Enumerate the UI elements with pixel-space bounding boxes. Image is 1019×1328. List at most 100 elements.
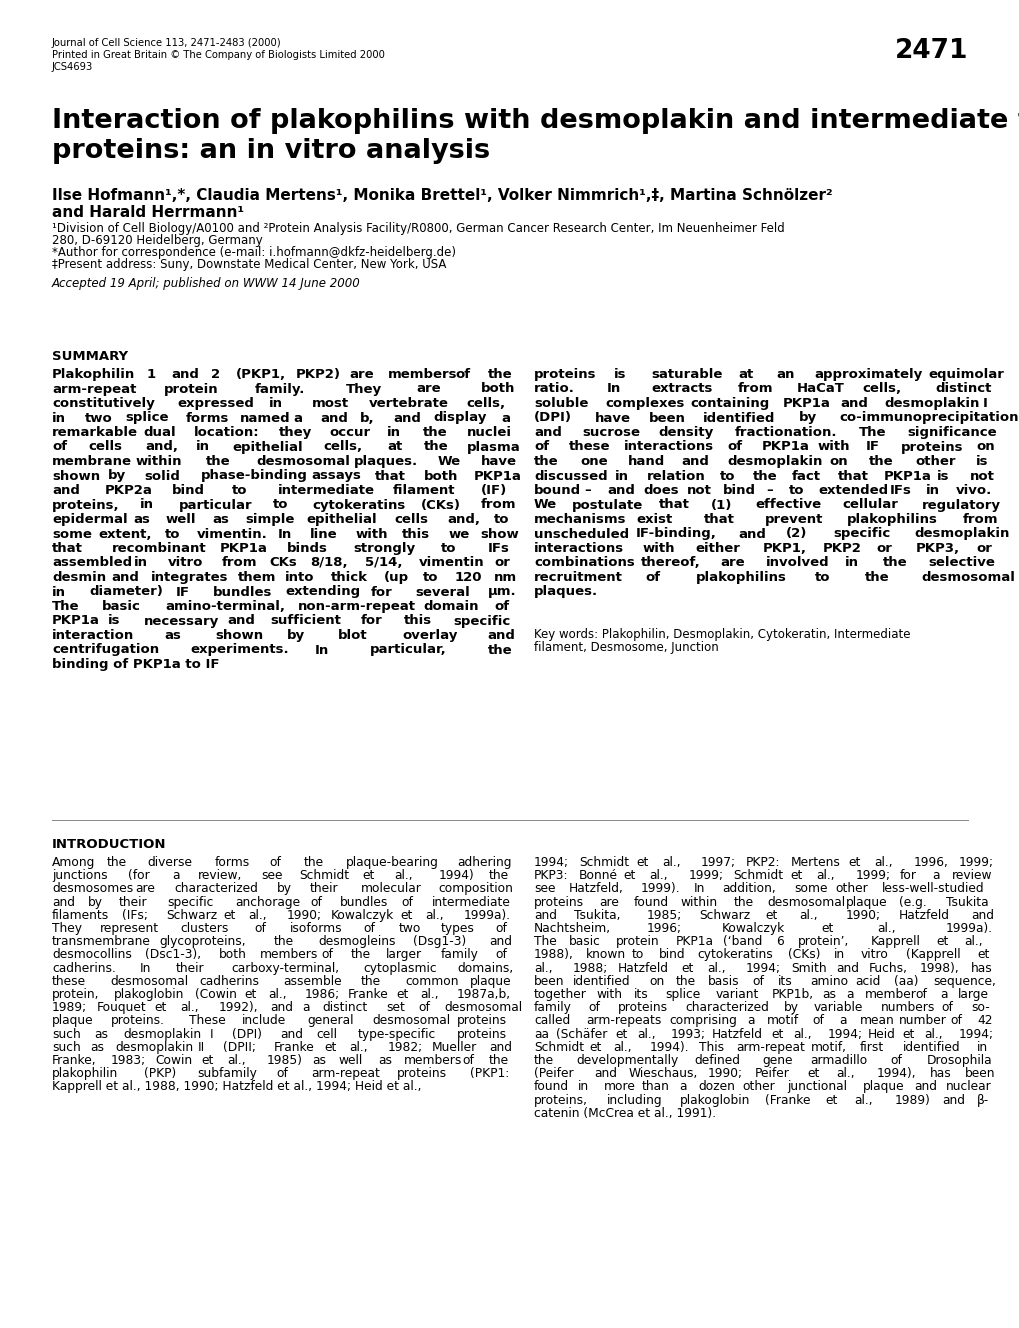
Text: a: a [500,412,510,425]
Text: IFs: IFs [889,483,911,497]
Text: to: to [789,483,804,497]
Text: 1994;: 1994; [745,961,781,975]
Text: combinations: combinations [534,556,634,570]
Text: (CKs): (CKs) [420,498,461,511]
Text: In: In [693,882,705,895]
Text: of: of [401,895,414,908]
Text: 1996,: 1996, [912,857,948,869]
Text: 1987a,b,: 1987a,b, [457,988,511,1001]
Text: than: than [641,1081,668,1093]
Text: are: are [136,882,155,895]
Text: al.,: al., [180,1001,199,1015]
Text: from: from [738,382,772,396]
Text: desmosomal: desmosomal [256,456,350,467]
Text: CKs: CKs [269,556,298,570]
Text: and: and [52,483,79,497]
Text: in: in [386,426,400,440]
Text: is: is [108,615,120,628]
Text: Nachtsheim,: Nachtsheim, [534,922,610,935]
Text: PKP2: PKP2 [822,542,861,555]
Text: Tsukita: Tsukita [945,895,987,908]
Text: proteins: an in vitro analysis: proteins: an in vitro analysis [52,138,490,163]
Text: plaque: plaque [470,975,511,988]
Text: within: within [136,456,182,467]
Text: been: been [964,1068,995,1080]
Text: for: for [371,586,392,599]
Text: al.,: al., [835,1068,854,1080]
Text: family: family [440,948,478,961]
Text: (Franke: (Franke [764,1093,810,1106]
Text: strongly: strongly [354,542,416,555]
Text: common: common [406,975,459,988]
Text: the: the [752,470,776,482]
Text: (IFs;: (IFs; [121,908,148,922]
Text: desmin: desmin [52,571,106,584]
Text: the: the [882,556,907,570]
Text: arm-repeat: arm-repeat [311,1068,380,1080]
Text: al.,: al., [853,1093,871,1106]
Text: solid: solid [144,470,179,482]
Text: domains,: domains, [457,961,513,975]
Text: thick: thick [330,571,367,584]
Text: several: several [415,586,470,599]
Text: of: of [752,975,763,988]
Text: of: of [418,1001,430,1015]
Text: al.,: al., [636,1028,655,1041]
Text: epithelial: epithelial [306,513,376,526]
Text: plaques.: plaques. [354,456,418,467]
Text: proteins: proteins [618,1001,667,1015]
Text: et: et [790,870,802,882]
Text: et: et [201,1054,213,1066]
Text: the: the [864,571,889,584]
Text: proteins,: proteins, [52,498,119,511]
Text: of: of [588,1001,600,1015]
Text: We: We [437,456,461,467]
Text: desmosomal: desmosomal [372,1015,450,1028]
Text: PKP1a: PKP1a [761,441,809,453]
Text: vertebrate: vertebrate [369,397,448,410]
Text: other: other [835,882,867,895]
Text: and: and [840,397,867,410]
Text: et: et [902,1028,914,1041]
Text: basis: basis [707,975,739,988]
Text: not: not [968,470,994,482]
Text: the: the [675,975,695,988]
Text: these: these [52,975,86,988]
Text: plakoglobin: plakoglobin [679,1093,749,1106]
Text: the: the [534,1054,553,1066]
Text: Plakophilin: Plakophilin [52,368,136,381]
Text: bind: bind [722,483,755,497]
Text: (Kapprell: (Kapprell [905,948,960,961]
Text: 1994;: 1994; [957,1028,993,1041]
Text: interactions: interactions [534,542,624,555]
Text: Accepted 19 April; published on WWW 14 June 2000: Accepted 19 April; published on WWW 14 J… [52,278,361,290]
Text: distinct: distinct [934,382,990,396]
Text: ¹Division of Cell Biology/A0100 and ²Protein Analysis Facility/R0800, German Can: ¹Division of Cell Biology/A0100 and ²Pro… [52,222,784,235]
Text: in: in [578,1081,589,1093]
Text: clusters: clusters [180,922,228,935]
Text: 1996;: 1996; [646,922,681,935]
Text: and: and [606,483,634,497]
Text: PKP3,: PKP3, [915,542,959,555]
Text: glycoproteins,: glycoproteins, [160,935,247,948]
Text: found: found [534,1081,569,1093]
Text: cytokeratins: cytokeratins [697,948,772,961]
Text: arm-repeats: arm-repeats [585,1015,660,1028]
Text: cells: cells [393,513,428,526]
Text: nuclear: nuclear [945,1081,990,1093]
Text: Smith: Smith [791,961,825,975]
Text: one: one [580,456,607,467]
Text: basic: basic [568,935,600,948]
Text: mean: mean [859,1015,894,1028]
Text: and: and [942,1093,965,1106]
Text: variable: variable [812,1001,862,1015]
Text: 1988;: 1988; [572,961,607,975]
Text: PKP1,: PKP1, [762,542,806,555]
Text: shown: shown [215,629,263,641]
Text: and: and [593,1068,616,1080]
Text: mechanisms: mechanisms [534,513,626,526]
Text: exist: exist [636,513,672,526]
Text: carboxy-terminal,: carboxy-terminal, [231,961,339,975]
Text: Hatzfeld: Hatzfeld [616,961,667,975]
Text: protein: protein [164,382,218,396]
